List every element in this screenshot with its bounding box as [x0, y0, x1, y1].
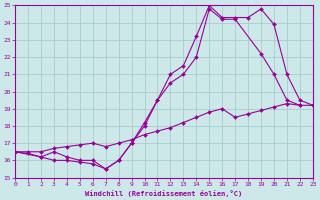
X-axis label: Windchill (Refroidissement éolien,°C): Windchill (Refroidissement éolien,°C): [85, 190, 243, 197]
